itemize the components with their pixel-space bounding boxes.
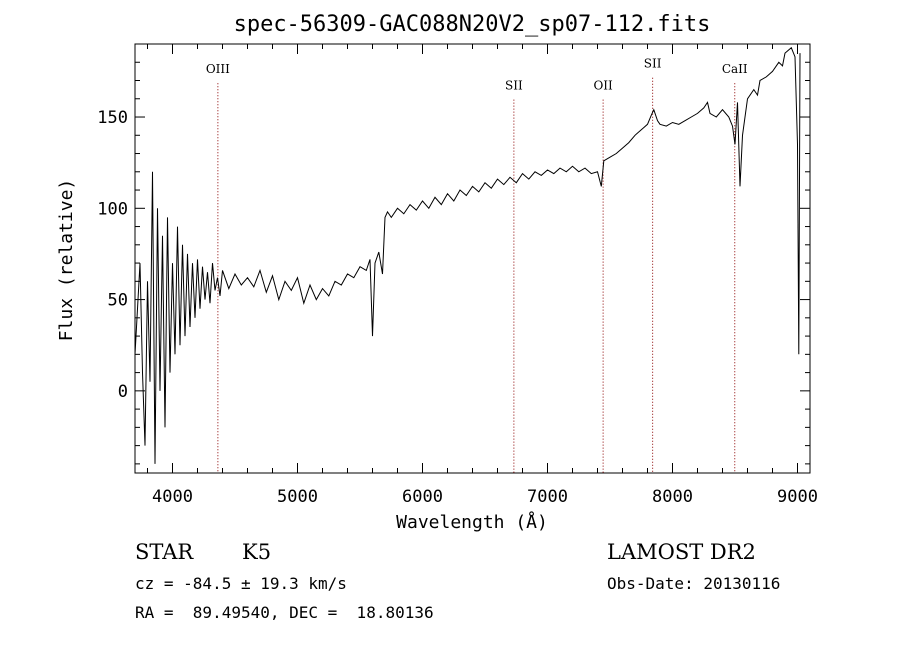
spectrum-line <box>134 46 801 464</box>
x-tick-label: 8000 <box>652 487 693 507</box>
y-tick-label: 50 <box>108 291 128 311</box>
chart-title: spec-56309-GAC088N20V2_sp07-112.fits <box>234 12 711 37</box>
marker-label-2: OII <box>593 79 613 93</box>
y-tick-label: 150 <box>97 108 128 128</box>
marker-label-1: SII <box>505 79 523 93</box>
survey-name: LAMOST DR2 <box>607 540 756 564</box>
marker-label-4: CaII <box>722 62 748 76</box>
y-tick-label: 0 <box>118 382 128 402</box>
x-tick-label: 6000 <box>402 487 443 507</box>
marker-label-3: SII <box>644 57 662 71</box>
object-class: STAR <box>135 540 194 564</box>
x-axis-ticks: 4000 5000 6000 7000 8000 9000 <box>147 44 818 507</box>
spectrum-series <box>134 46 801 464</box>
x-tick-label: 5000 <box>277 487 318 507</box>
y-tick-label: 100 <box>97 199 128 219</box>
x-tick-label: 4000 <box>152 487 193 507</box>
ra-dec: RA = 89.49540, DEC = 18.80136 <box>135 603 434 622</box>
emission-line-markers: OIII SII OII SII CaII <box>206 57 748 473</box>
redshift-cz: cz = -84.5 ± 19.3 km/s <box>135 574 347 593</box>
x-tick-label: 9000 <box>777 487 818 507</box>
y-axis-ticks: 0 50 100 150 <box>97 61 810 465</box>
x-tick-label: 7000 <box>527 487 568 507</box>
marker-label-0: OIII <box>206 62 230 76</box>
observation-date: Obs-Date: 20130116 <box>607 574 781 593</box>
x-axis-label: Wavelength (Å) <box>396 511 548 533</box>
y-axis-label: Flux (relative) <box>56 179 77 342</box>
spectral-subclass: K5 <box>242 540 272 564</box>
